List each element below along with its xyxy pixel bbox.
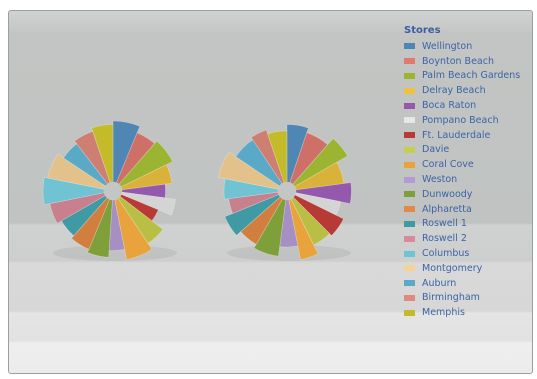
doughnut-hole: [104, 182, 122, 200]
pie-group: [42, 120, 352, 261]
legend-item: Weston: [404, 172, 520, 187]
legend-swatch: [404, 235, 415, 242]
legend-item: Alpharetta: [404, 202, 520, 217]
doughnut-hole: [278, 182, 296, 200]
legend-swatch: [404, 176, 415, 183]
chart-canvas: [42, 120, 352, 261]
legend-items: Wellington Boynton Beach Palm Beach Garden…: [404, 39, 520, 320]
legend-label: Auburn: [422, 277, 457, 289]
legend-label: Dunwoody: [422, 188, 473, 200]
legend-item: Roswell 2: [404, 231, 520, 246]
legend-item: Montgomery: [404, 261, 520, 276]
legend-item: Boca Raton: [404, 98, 520, 113]
legend-item: Roswell 1: [404, 217, 520, 232]
legend-item: Delray Beach: [404, 83, 520, 98]
legend-label: Columbus: [422, 248, 470, 260]
legend: Stores Wellington Boynton Beach Palm Beach…: [404, 25, 520, 320]
legend-item: Birmingham: [404, 291, 520, 306]
legend-label: Palm Beach Gardens: [422, 70, 521, 82]
legend-item: Pompano Beach: [404, 113, 520, 128]
legend-label: Ft. Lauderdale: [422, 129, 491, 141]
legend-item: Ft. Lauderdale: [404, 128, 520, 143]
legend-label: Montgomery: [422, 262, 483, 274]
legend-item: Auburn: [404, 276, 520, 291]
legend-swatch: [404, 220, 415, 227]
legend-swatch: [404, 280, 415, 287]
legend-swatch: [404, 206, 415, 213]
legend-item: Dunwoody: [404, 187, 520, 202]
legend-label: Boca Raton: [422, 100, 477, 112]
legend-swatch: [404, 72, 415, 79]
legend-label: Wellington: [422, 40, 473, 52]
legend-swatch: [404, 58, 415, 65]
legend-item: Columbus: [404, 246, 520, 261]
legend-swatch: [404, 117, 415, 124]
legend-label: Davie: [422, 144, 450, 156]
legend-swatch: [404, 250, 415, 257]
legend-item: Memphis: [404, 305, 520, 320]
legend-swatch: [404, 146, 415, 153]
legend-label: Boynton Beach: [422, 55, 494, 67]
legend-swatch: [404, 87, 415, 94]
legend-item: Davie: [404, 143, 520, 158]
legend-item: Boynton Beach: [404, 54, 520, 69]
legend-label: Pompano Beach: [422, 114, 499, 126]
legend-label: Delray Beach: [422, 85, 486, 97]
legend-swatch: [404, 191, 415, 198]
legend-label: Roswell 1: [422, 218, 467, 230]
legend-swatch: [404, 161, 415, 168]
legend-label: Birmingham: [422, 292, 480, 304]
pie-shadow: [227, 245, 351, 261]
legend-swatch: [404, 132, 415, 139]
legend-label: Alpharetta: [422, 203, 472, 215]
legend-swatch: [404, 309, 415, 316]
legend-swatch: [404, 294, 415, 301]
legend-item: Coral Cove: [404, 157, 520, 172]
legend-swatch: [404, 102, 415, 109]
chart-panel: Stores Wellington Boynton Beach Palm Beach…: [8, 10, 533, 374]
legend-swatch: [404, 265, 415, 272]
legend-label: Roswell 2: [422, 233, 467, 245]
legend-swatch: [404, 43, 415, 50]
legend-label: Weston: [422, 174, 458, 186]
legend-label: Memphis: [422, 307, 465, 319]
legend-label: Coral Cove: [422, 159, 474, 171]
legend-item: Palm Beach Gardens: [404, 69, 520, 84]
legend-title: Stores: [404, 25, 441, 36]
legend-item: Wellington: [404, 39, 520, 54]
